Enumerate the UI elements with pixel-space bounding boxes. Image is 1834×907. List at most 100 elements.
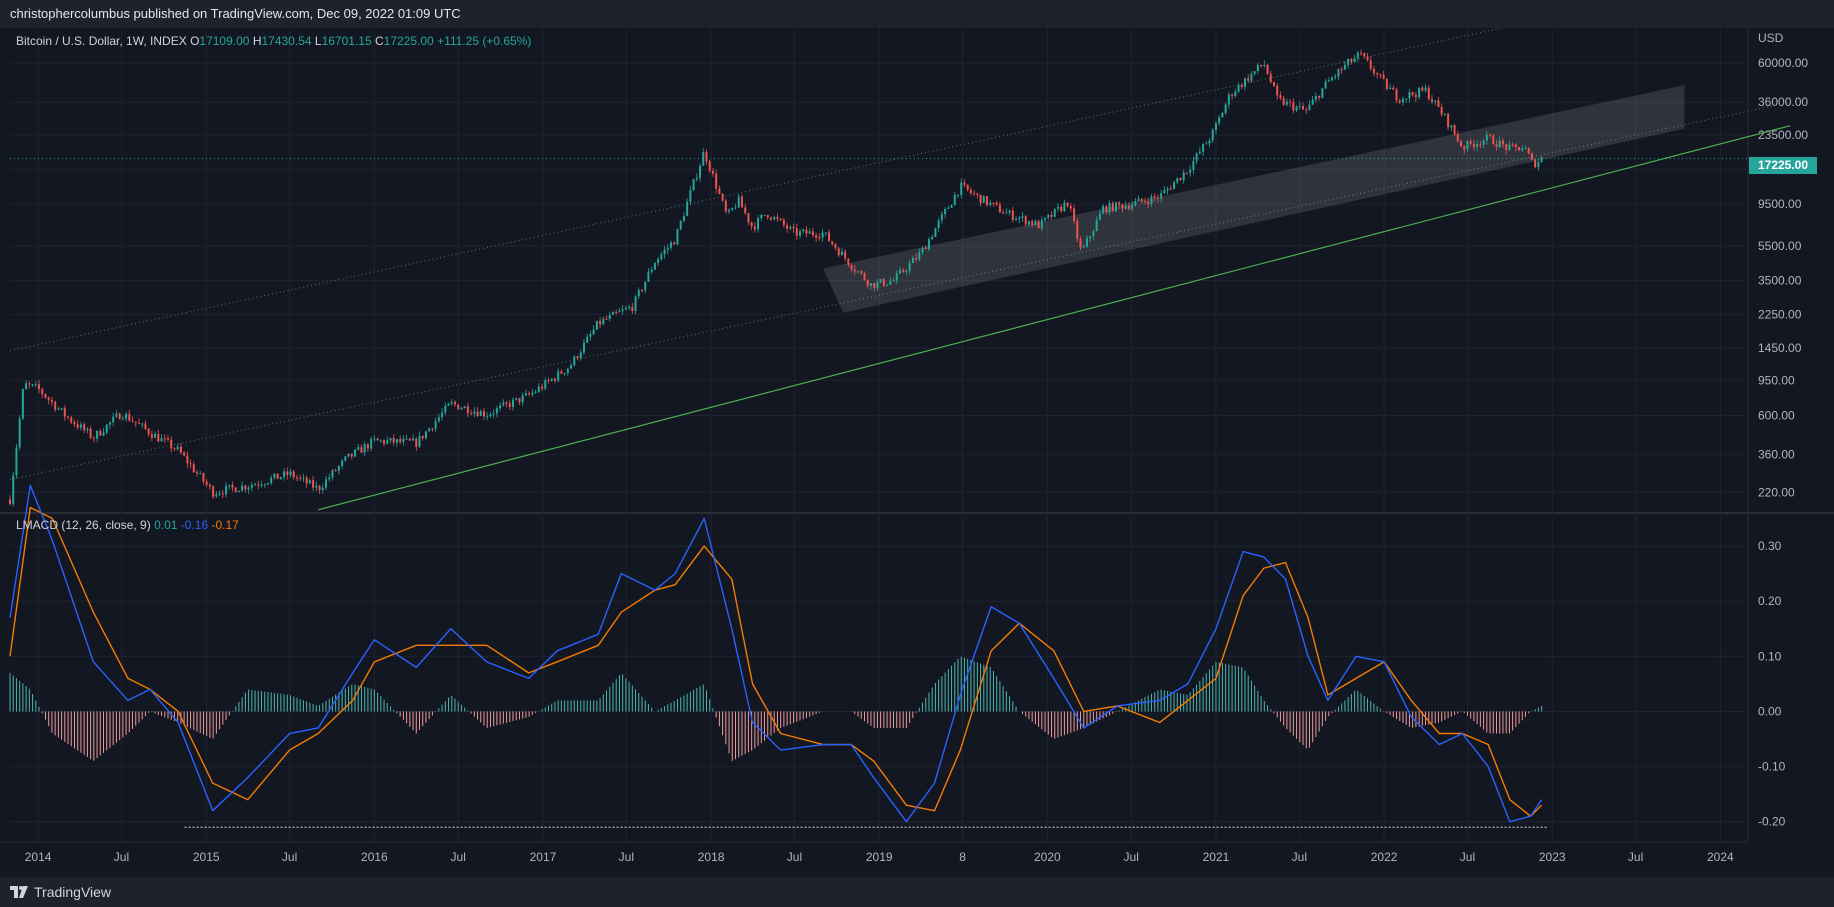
channel-band — [823, 85, 1685, 313]
time-tick-label: Jul — [1460, 850, 1475, 864]
candle-body — [1469, 141, 1472, 144]
candle-body — [776, 216, 779, 219]
candle-body — [453, 401, 456, 405]
candle-body — [383, 440, 386, 444]
candle-body — [1040, 219, 1043, 229]
candle-body — [424, 431, 427, 439]
candle-body — [1356, 52, 1359, 59]
last-price-label: 17225.00 — [1749, 157, 1817, 174]
candle-body — [237, 490, 240, 493]
candle-body — [212, 486, 215, 497]
candle-body — [1340, 69, 1343, 71]
candle-body — [379, 440, 382, 442]
candle-body — [1382, 74, 1385, 79]
macd-legend: LMACD (12, 26, close, 9) 0.01 -0.16 -0.1… — [16, 518, 239, 532]
candle-body — [354, 449, 357, 457]
candle-body — [1450, 125, 1453, 128]
time-tick-label: 2015 — [193, 850, 220, 864]
candle-body — [1508, 144, 1511, 151]
candle-body — [489, 414, 492, 417]
candle-body — [495, 408, 498, 414]
publish-text: christophercolumbus published on Trading… — [10, 6, 461, 21]
candle-body — [1398, 100, 1401, 103]
candle-body — [731, 208, 734, 211]
candle-body — [1056, 206, 1059, 209]
macd-line — [9, 484, 1543, 823]
candle-body — [663, 249, 666, 255]
candle-body — [1447, 113, 1450, 128]
candle-body — [863, 273, 866, 280]
candle-body — [1253, 71, 1256, 74]
candle-body — [1440, 106, 1443, 115]
candle-body — [1037, 220, 1040, 229]
candle-body — [1160, 193, 1163, 199]
price-tick-label: 5500.00 — [1758, 239, 1802, 253]
candle-body — [1482, 140, 1485, 145]
candle-body — [1166, 188, 1169, 191]
candle-body — [1234, 91, 1237, 96]
candle-body — [1302, 106, 1305, 110]
candle-body — [1518, 147, 1521, 151]
candle-body — [1092, 231, 1095, 237]
candle-body — [105, 424, 108, 433]
candle-body — [660, 254, 663, 260]
candle-body — [944, 208, 947, 215]
candle-body — [447, 403, 450, 406]
candle-body — [1318, 95, 1321, 98]
candle-body — [83, 424, 86, 431]
candle-body — [1385, 78, 1388, 89]
candle-body — [1182, 172, 1185, 181]
trend-line — [9, 101, 1791, 480]
time-tick-label: 8 — [959, 850, 966, 864]
candle-body — [1350, 58, 1353, 62]
candle-body — [392, 437, 395, 443]
candle-body — [1327, 80, 1330, 82]
candle-body — [73, 422, 76, 425]
candle-body — [992, 202, 995, 204]
macd-hist-value: 0.01 — [154, 518, 178, 532]
candle-body — [331, 470, 334, 478]
candle-body — [263, 484, 266, 486]
candle-body — [512, 399, 515, 408]
candle-body — [757, 218, 760, 230]
candle-body — [786, 225, 789, 229]
candle-body — [908, 263, 911, 271]
chart-canvas[interactable]: 220.00 360.00 600.00 950.00 1450.00 2250.00 35… — [0, 28, 1834, 877]
candle-body — [666, 247, 669, 250]
candle-body — [405, 438, 408, 440]
time-tick-label: 2024 — [1707, 850, 1734, 864]
candle-body — [515, 397, 518, 400]
candle-body — [1095, 219, 1098, 232]
candle-body — [1179, 178, 1182, 181]
candle-body — [1034, 220, 1037, 226]
candle-body — [1414, 95, 1417, 98]
candle-body — [699, 165, 702, 178]
candle-body — [234, 487, 237, 493]
candle-body — [67, 416, 70, 418]
candle-body — [1540, 157, 1543, 162]
candle-body — [986, 196, 989, 205]
candle-body — [876, 282, 879, 289]
candle-body — [734, 207, 737, 209]
candle-body — [1379, 74, 1382, 76]
candle-body — [1266, 64, 1269, 75]
candle-body — [1295, 106, 1298, 111]
candle-body — [131, 420, 134, 422]
price-tick-label: 3500.00 — [1758, 274, 1802, 288]
candle-body — [879, 279, 882, 283]
candle-body — [412, 438, 415, 441]
candle-body — [1189, 169, 1192, 173]
candle-body — [618, 311, 621, 313]
candle-body — [286, 471, 289, 476]
candle-body — [1427, 87, 1430, 100]
candle-body — [1144, 201, 1147, 203]
candle-body — [1221, 113, 1224, 118]
candle-body — [927, 239, 930, 250]
candle-body — [450, 401, 453, 404]
candle-body — [1460, 141, 1463, 147]
candle-body — [1337, 69, 1340, 77]
candle-body — [634, 296, 637, 311]
candle-body — [202, 473, 205, 482]
candle-body — [973, 193, 976, 195]
candle-body — [566, 368, 569, 373]
